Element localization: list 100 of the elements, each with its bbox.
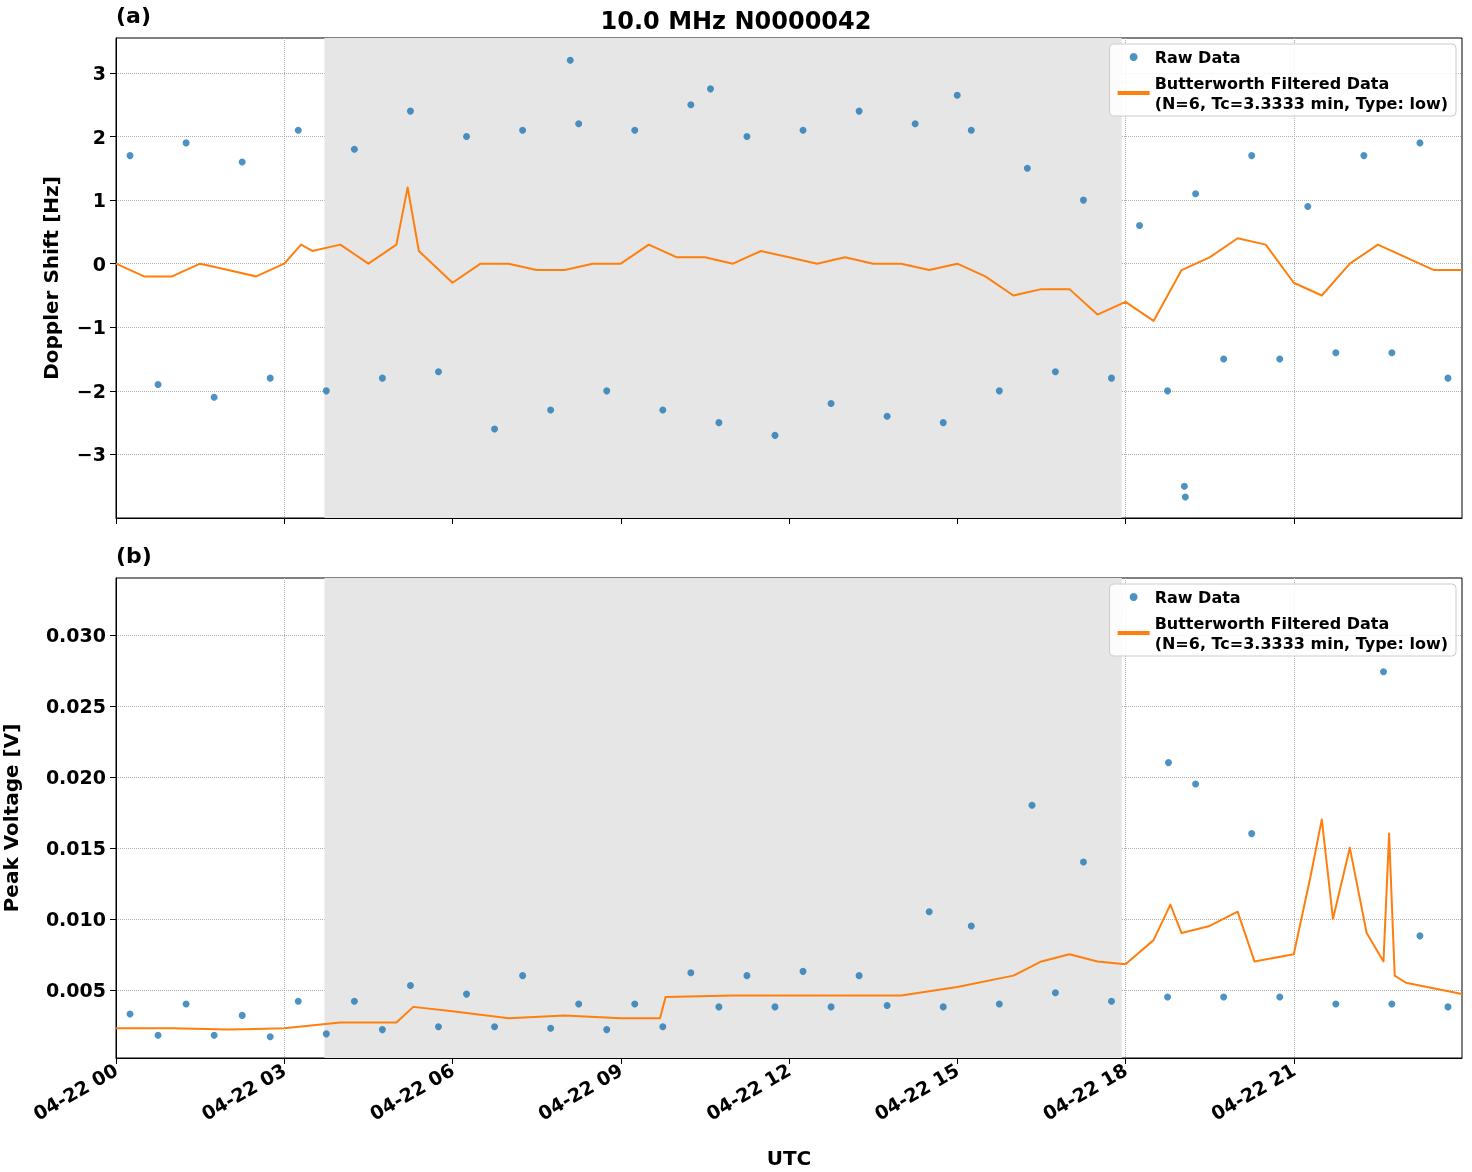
chart-title: 10.0 MHz N0000042: [600, 7, 872, 35]
y-tick-label: 0.015: [45, 836, 106, 859]
point: [238, 158, 246, 166]
point: [1107, 997, 1115, 1005]
point: [491, 425, 499, 433]
point: [126, 152, 134, 160]
point: [294, 126, 302, 134]
point: [463, 990, 471, 998]
point: [687, 969, 695, 977]
point: [1360, 152, 1368, 160]
point: [350, 997, 358, 1005]
point: [883, 412, 891, 420]
point: [939, 1003, 947, 1011]
point: [406, 107, 414, 115]
point: [715, 1003, 723, 1011]
point: [1220, 355, 1228, 363]
y-tick-label: −1: [76, 316, 106, 339]
point: [406, 982, 414, 990]
point: [1192, 190, 1200, 198]
point: [154, 1031, 162, 1039]
point: [827, 400, 835, 408]
point: [659, 1023, 667, 1031]
point: [1304, 202, 1312, 210]
point: [434, 1023, 442, 1031]
y-tick-label: 2: [92, 125, 106, 148]
point: [1248, 152, 1256, 160]
y-axis-title: Peak Voltage [V]: [0, 723, 23, 913]
point: [266, 1033, 274, 1041]
point: [182, 139, 190, 147]
point: [519, 972, 527, 980]
text: (a): [116, 2, 151, 28]
y-tick-label: 1: [92, 189, 106, 212]
point: [519, 126, 527, 134]
point: [547, 1024, 555, 1032]
point: [1332, 349, 1340, 357]
y-tick-label: −2: [76, 379, 106, 402]
legend-label: Raw Data: [1154, 587, 1241, 607]
point: [1107, 374, 1115, 382]
point: [547, 406, 555, 414]
point: [799, 967, 807, 975]
point: [434, 368, 442, 376]
point: [743, 972, 751, 980]
y-tick-label: 0.010: [45, 907, 106, 930]
point: [939, 419, 947, 427]
point: [294, 997, 302, 1005]
point: [659, 406, 667, 414]
y-tick-label: 0.030: [45, 623, 106, 646]
x-axis-title: UTC: [766, 1146, 812, 1170]
point: [883, 1001, 891, 1009]
point: [350, 145, 358, 153]
point: [1416, 932, 1424, 940]
point: [995, 1000, 1003, 1008]
point: [322, 1030, 330, 1038]
point: [575, 120, 583, 128]
point: [687, 101, 695, 109]
y-tick-label: −3: [76, 443, 106, 466]
point: [995, 387, 1003, 395]
point: [967, 126, 975, 134]
legend-label: Raw Data: [1154, 47, 1241, 67]
y-tick-label: 0.025: [45, 694, 106, 717]
point: [855, 107, 863, 115]
point: [1164, 993, 1172, 1001]
legend-label: Butterworth Filtered Data (N=6, Tc=3.3333 min, Type: low): [1154, 73, 1449, 113]
point: [631, 1000, 639, 1008]
point: [911, 120, 919, 128]
point: [771, 431, 779, 439]
point: [463, 133, 471, 141]
point: [322, 387, 330, 395]
point: [1023, 164, 1031, 172]
point: [1388, 349, 1396, 357]
text: (b): [116, 542, 152, 568]
y-tick-label: 0.005: [45, 978, 106, 1001]
y-axis-title: Doppler Shift [Hz]: [39, 176, 63, 380]
y-tick-label: 0: [92, 252, 106, 275]
point: [1079, 196, 1087, 204]
point: [1332, 1000, 1340, 1008]
point: [238, 1011, 246, 1019]
y-tick-label: 0.020: [45, 765, 106, 788]
y-tick-label: 3: [92, 61, 106, 84]
point: [378, 374, 386, 382]
point: [266, 374, 274, 382]
point: [855, 972, 863, 980]
point: [1164, 387, 1172, 395]
point: [631, 126, 639, 134]
point: [967, 922, 975, 930]
point: [715, 419, 723, 427]
point: [1051, 368, 1059, 376]
point: [154, 380, 162, 388]
point: [1276, 993, 1284, 1001]
point: [1051, 989, 1059, 997]
point: [1248, 830, 1256, 838]
point: [210, 393, 218, 401]
point: [378, 1026, 386, 1034]
point: [1276, 355, 1284, 363]
point: [1192, 780, 1200, 788]
point: [603, 1026, 611, 1034]
point: [1079, 858, 1087, 866]
point: [210, 1031, 218, 1039]
point: [491, 1023, 499, 1031]
point: [1136, 222, 1144, 230]
